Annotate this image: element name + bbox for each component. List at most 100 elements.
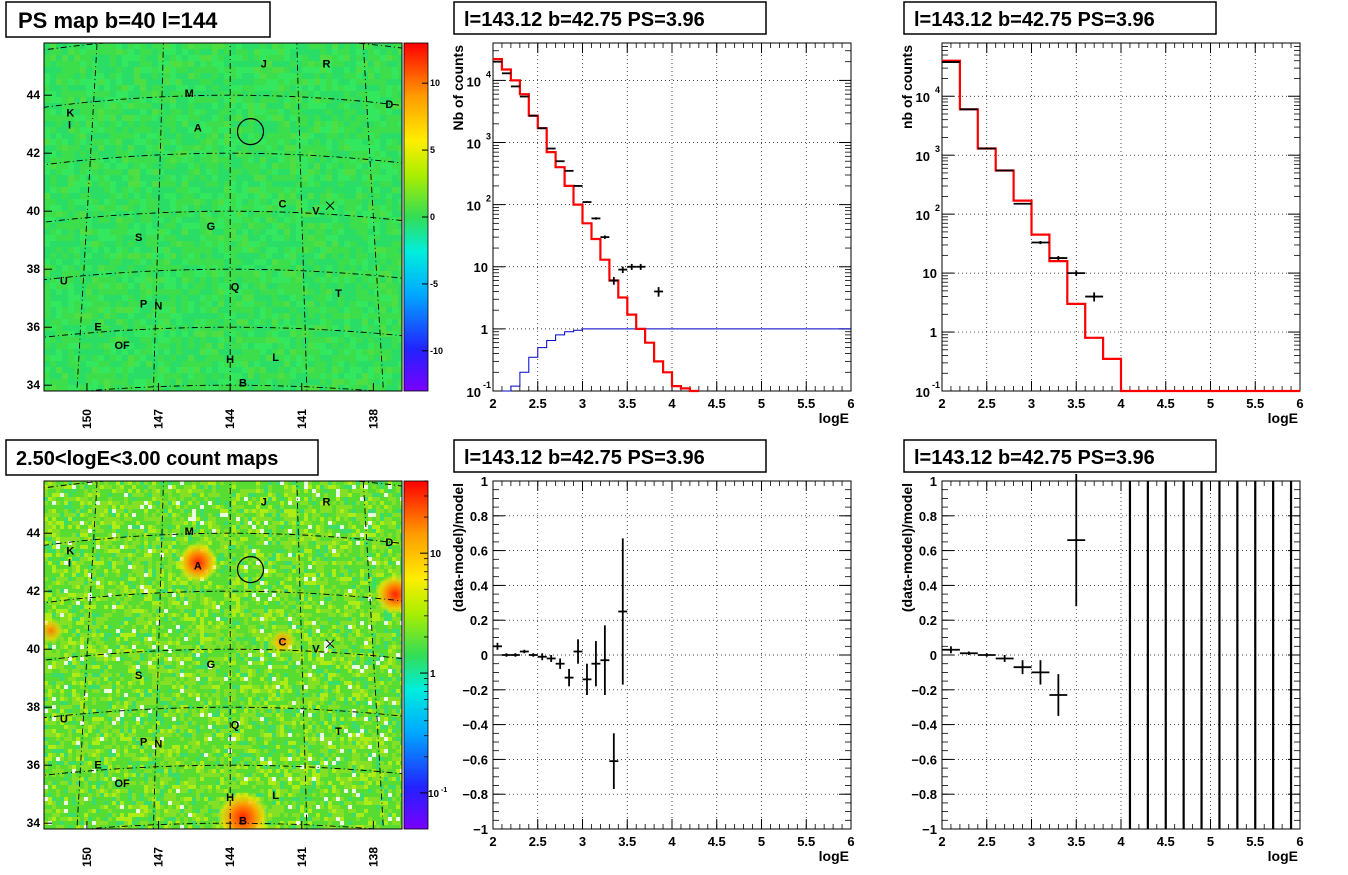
map-pixel [236, 505, 240, 509]
map-pixel [392, 223, 398, 229]
map-pixel [80, 265, 86, 271]
map-pixel [50, 151, 56, 157]
map-pixel [164, 61, 170, 67]
map-pixel [158, 253, 164, 259]
map-pixel [332, 313, 338, 319]
map-pixel [152, 295, 158, 301]
map-pixel [146, 91, 152, 97]
map-pixel [146, 49, 152, 55]
map-pixel [68, 525, 72, 529]
map-pixel [314, 61, 320, 67]
map-pixel [392, 385, 398, 391]
map-pixel [104, 325, 110, 331]
map-pixel [86, 379, 92, 385]
map-pixel [384, 529, 388, 533]
map-pixel [350, 277, 356, 283]
map-pixel [260, 223, 266, 229]
map-pixel [86, 157, 92, 163]
map-pixel [360, 521, 364, 525]
map-pixel [218, 187, 224, 193]
map-pixel [192, 497, 196, 501]
map-pixel [252, 489, 256, 493]
map-pixel [74, 325, 80, 331]
map-pixel [164, 55, 170, 61]
map-pixel [152, 517, 156, 521]
map-pixel [280, 537, 284, 541]
map-pixel [84, 533, 88, 537]
map-pixel [218, 241, 224, 247]
map-pixel [176, 193, 182, 199]
map-pixel [260, 489, 264, 493]
map-pixel [86, 187, 92, 193]
map-pixel [56, 235, 62, 241]
map-pixel [308, 109, 314, 115]
map-pixel [256, 509, 260, 513]
map-pixel [392, 509, 396, 513]
map-pixel [372, 489, 376, 493]
map-pixel [368, 235, 374, 241]
map-pixel [110, 373, 116, 379]
map-pixel [224, 325, 230, 331]
map-pixel [248, 481, 252, 485]
map-pixel [350, 361, 356, 367]
map-pixel [380, 295, 386, 301]
map-pixel [56, 533, 60, 537]
map-pixel [44, 325, 50, 331]
map-pixel [146, 235, 152, 241]
map-pixel [56, 211, 62, 217]
map-pixel [362, 79, 368, 85]
map-pixel [230, 187, 236, 193]
map-pixel [308, 91, 314, 97]
map-pixel [104, 229, 110, 235]
map-pixel [96, 505, 100, 509]
map-pixel [224, 247, 230, 253]
map-pixel [158, 79, 164, 85]
map-pixel [98, 109, 104, 115]
map-pixel [122, 379, 128, 385]
map-pixel [122, 139, 128, 145]
map-pixel [284, 229, 290, 235]
map-pixel [74, 205, 80, 211]
map-pixel [140, 271, 146, 277]
map-pixel [134, 223, 140, 229]
map-pixel [232, 493, 236, 497]
map-pixel [332, 529, 336, 533]
map-pixel [374, 217, 380, 223]
map-pixel [272, 163, 278, 169]
map-pixel [284, 91, 290, 97]
map-pixel [188, 49, 194, 55]
map-pixel [278, 319, 284, 325]
map-pixel [72, 489, 76, 493]
map-pixel [170, 289, 176, 295]
map-pixel [278, 103, 284, 109]
map-pixel [338, 97, 344, 103]
map-pixel [200, 211, 206, 217]
map-pixel [398, 271, 402, 277]
map-pixel [278, 91, 284, 97]
map-pixel [374, 307, 380, 313]
map-pixel [164, 241, 170, 247]
map-pixel [380, 43, 386, 49]
map-pixel [140, 115, 146, 121]
map-pixel [278, 337, 284, 343]
map-pixel [86, 193, 92, 199]
map-pixel [284, 187, 290, 193]
map-pixel [224, 133, 230, 139]
map-pixel [368, 379, 374, 385]
map-pixel [92, 289, 98, 295]
map-pixel [302, 49, 308, 55]
map-pixel [266, 331, 272, 337]
map-pixel [182, 319, 188, 325]
map-pixel [116, 537, 120, 541]
map-pixel [254, 55, 260, 61]
map-pixel [386, 373, 392, 379]
map-pixel [376, 517, 380, 521]
map-pixel [92, 85, 98, 91]
map-pixel [136, 505, 140, 509]
map-pixel [276, 501, 280, 505]
map-pixel [300, 533, 304, 537]
map-pixel [128, 115, 134, 121]
map-pixel [296, 485, 300, 489]
map-pixel [44, 513, 48, 517]
map-pixel [290, 187, 296, 193]
